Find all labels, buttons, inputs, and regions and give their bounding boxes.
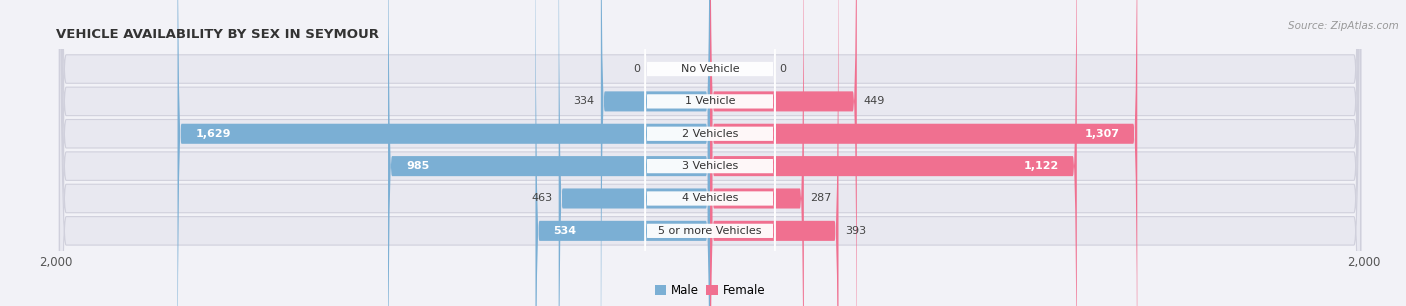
Text: 0: 0 [634, 64, 641, 74]
Text: 449: 449 [863, 96, 884, 106]
Text: VEHICLE AVAILABILITY BY SEX IN SEYMOUR: VEHICLE AVAILABILITY BY SEX IN SEYMOUR [56, 28, 380, 41]
Text: 393: 393 [845, 226, 866, 236]
Text: 463: 463 [531, 193, 553, 203]
Text: 3 Vehicles: 3 Vehicles [682, 161, 738, 171]
FancyBboxPatch shape [536, 0, 710, 306]
Text: 1,629: 1,629 [195, 129, 231, 139]
FancyBboxPatch shape [644, 0, 776, 306]
FancyBboxPatch shape [59, 0, 1361, 306]
FancyBboxPatch shape [59, 0, 1361, 306]
FancyBboxPatch shape [710, 0, 1137, 306]
FancyBboxPatch shape [644, 0, 776, 306]
FancyBboxPatch shape [710, 0, 804, 306]
FancyBboxPatch shape [59, 0, 1361, 306]
Text: 1 Vehicle: 1 Vehicle [685, 96, 735, 106]
FancyBboxPatch shape [710, 0, 856, 306]
Text: 1,122: 1,122 [1024, 161, 1059, 171]
FancyBboxPatch shape [644, 0, 776, 306]
Text: 0: 0 [779, 64, 786, 74]
FancyBboxPatch shape [558, 0, 710, 306]
FancyBboxPatch shape [600, 0, 710, 306]
Text: 287: 287 [810, 193, 832, 203]
FancyBboxPatch shape [710, 0, 838, 306]
FancyBboxPatch shape [710, 0, 1077, 306]
Legend: Male, Female: Male, Female [650, 279, 770, 302]
FancyBboxPatch shape [644, 0, 776, 306]
FancyBboxPatch shape [644, 0, 776, 306]
Text: 5 or more Vehicles: 5 or more Vehicles [658, 226, 762, 236]
FancyBboxPatch shape [59, 0, 1361, 306]
FancyBboxPatch shape [177, 0, 710, 306]
FancyBboxPatch shape [388, 0, 710, 306]
Text: 334: 334 [574, 96, 595, 106]
Text: 1,307: 1,307 [1084, 129, 1119, 139]
FancyBboxPatch shape [59, 0, 1361, 306]
Text: Source: ZipAtlas.com: Source: ZipAtlas.com [1288, 21, 1399, 32]
Text: No Vehicle: No Vehicle [681, 64, 740, 74]
Text: 4 Vehicles: 4 Vehicles [682, 193, 738, 203]
Text: 2 Vehicles: 2 Vehicles [682, 129, 738, 139]
FancyBboxPatch shape [644, 0, 776, 306]
FancyBboxPatch shape [59, 0, 1361, 306]
Text: 534: 534 [554, 226, 576, 236]
Text: 985: 985 [406, 161, 429, 171]
